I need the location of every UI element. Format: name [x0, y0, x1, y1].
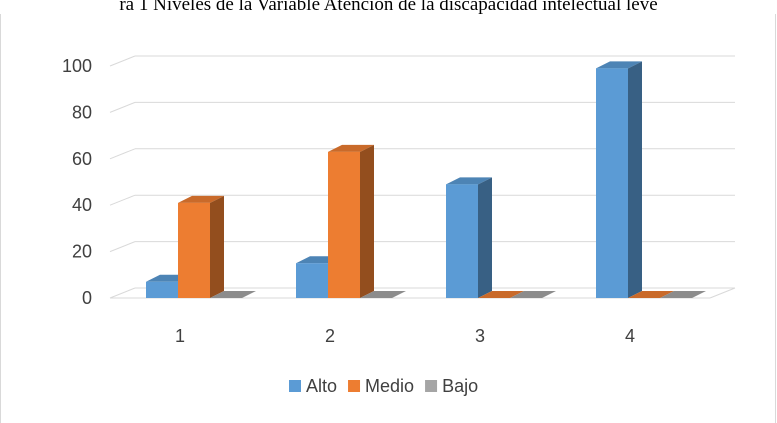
- bar-top: [628, 291, 674, 298]
- gridline-side: [109, 55, 136, 67]
- bar-top: [596, 61, 642, 69]
- x-tick-label: 2: [325, 326, 335, 346]
- legend-swatch: [425, 380, 438, 392]
- bar-top: [210, 291, 256, 298]
- bar-top: [360, 291, 406, 298]
- gridline-side: [109, 148, 136, 160]
- legend-label: Alto: [306, 376, 337, 396]
- bar-top: [660, 291, 706, 298]
- y-tick-label: 20: [72, 242, 92, 262]
- bar: [446, 184, 478, 298]
- x-tick-label: 4: [625, 326, 635, 346]
- y-tick-label: 60: [72, 149, 92, 169]
- legend-label: Medio: [365, 376, 414, 396]
- legend-label: Bajo: [442, 376, 478, 396]
- bar-top: [510, 291, 556, 298]
- bar: [296, 263, 328, 298]
- y-tick-label: 40: [72, 195, 92, 215]
- bar-side: [360, 144, 374, 298]
- bar: [146, 281, 178, 298]
- bar-side: [478, 177, 492, 298]
- bar-side: [210, 195, 224, 298]
- gridline-side: [109, 101, 136, 113]
- legend-swatch: [348, 380, 361, 392]
- bar-top: [478, 291, 524, 298]
- bar: [178, 202, 210, 298]
- y-tick-label: 80: [72, 102, 92, 122]
- bar: [596, 68, 628, 298]
- bar-top: [446, 177, 492, 185]
- floor-right-edge: [709, 287, 736, 299]
- bar-top: [178, 195, 224, 203]
- bar-side: [628, 61, 642, 298]
- bar: [328, 151, 360, 298]
- x-tick-label: 1: [175, 326, 185, 346]
- gridline-side: [109, 287, 136, 299]
- gridline-side: [109, 194, 136, 206]
- bar-top: [328, 144, 374, 152]
- legend-swatch: [289, 380, 301, 392]
- gridline-side: [109, 241, 136, 253]
- chart-frame: [0, 14, 776, 423]
- y-tick-label: 0: [82, 288, 92, 308]
- x-tick-label: 3: [475, 326, 485, 346]
- y-tick-label: 100: [62, 56, 92, 76]
- figure-caption: ra 1 Niveles de la Variable Atención de …: [119, 0, 658, 15]
